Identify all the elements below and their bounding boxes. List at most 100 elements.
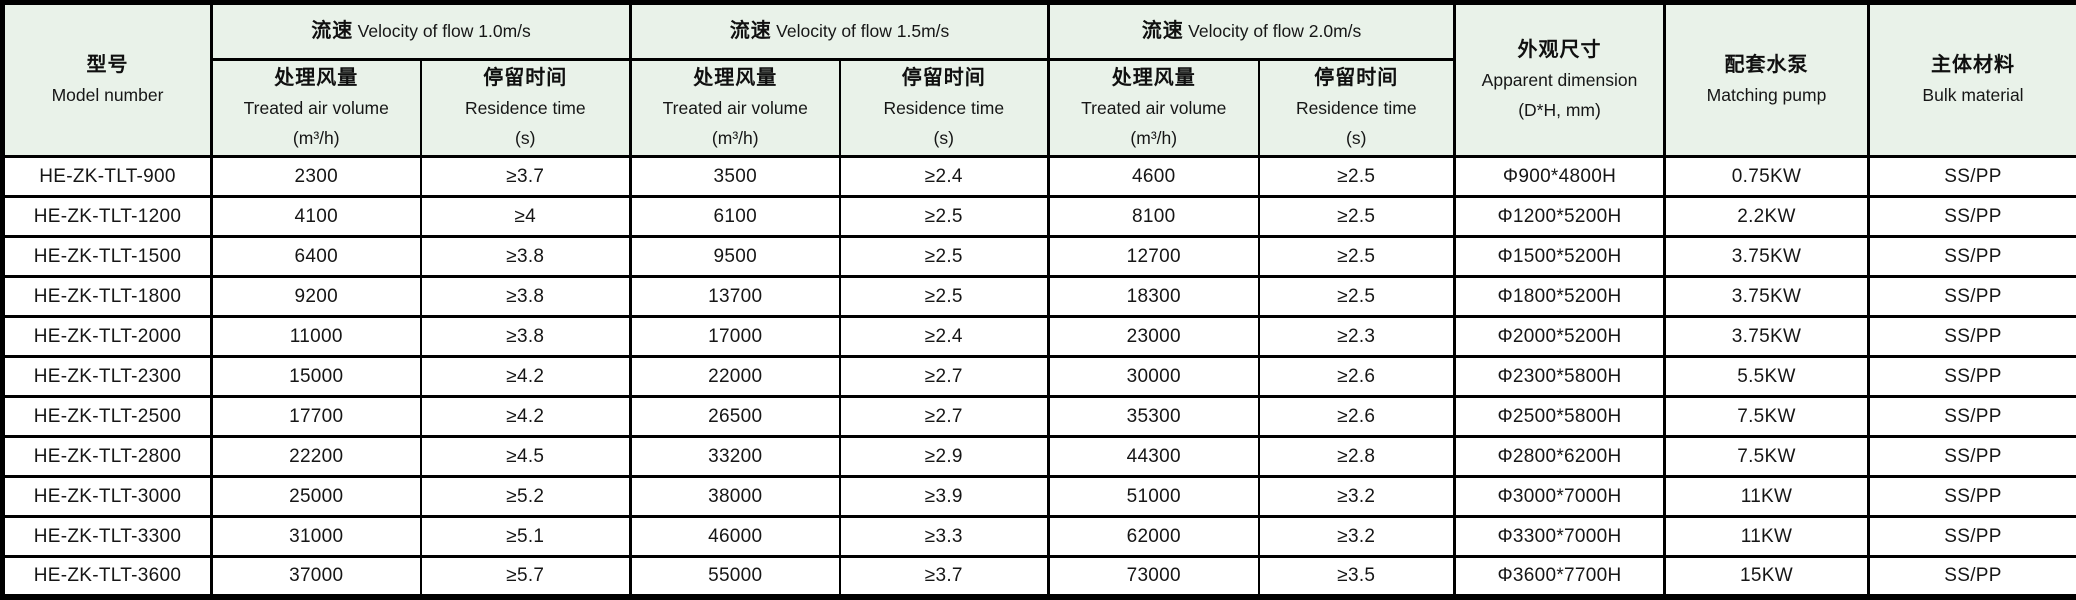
spec-table-body: HE-ZK-TLT-900 2300 ≥3.7 3500 ≥2.4 4600 ≥2.5 Φ90…	[1, 154, 2076, 599]
cell-v10-air: 11000	[210, 315, 422, 359]
header-velocity-2-0-en: Velocity of flow 2.0m/s	[1188, 21, 1362, 41]
cell-v15-air: 17000	[629, 315, 841, 359]
cell-model: HE-ZK-TLT-3000	[1, 475, 213, 519]
header-velocity-1-5-en: Velocity of flow 1.5m/s	[776, 21, 950, 41]
cell-dimension: Φ3300*7000H	[1453, 515, 1666, 559]
cell-model: HE-ZK-TLT-2000	[1, 315, 213, 359]
cell-dimension: Φ900*4800H	[1453, 154, 1666, 199]
cell-v20-time: ≥3.2	[1257, 475, 1456, 519]
header-air-volume-2-0: 处理风量 Treated air volume (m³/h)	[1047, 58, 1260, 158]
header-time-en: Residence time	[883, 98, 1005, 118]
header-air-en: Treated air volume	[1081, 98, 1227, 118]
cell-v10-air: 37000	[210, 555, 422, 599]
header-air-unit: (m³/h)	[292, 128, 340, 148]
cell-dimension: Φ1800*5200H	[1453, 275, 1666, 319]
cell-v20-air: 30000	[1047, 355, 1260, 399]
header-pump-zh: 配套水泵	[1724, 54, 1809, 76]
cell-v15-air: 33200	[629, 435, 841, 479]
cell-v15-time: ≥2.5	[838, 275, 1050, 319]
cell-v15-air: 6100	[629, 195, 841, 239]
cell-v20-air: 4600	[1047, 154, 1260, 199]
cell-pump: 2.2KW	[1663, 195, 1870, 239]
cell-pump: 7.5KW	[1663, 395, 1870, 439]
cell-pump: 11KW	[1663, 515, 1870, 559]
cell-model: HE-ZK-TLT-3600	[1, 555, 213, 599]
cell-v10-air: 9200	[210, 275, 422, 319]
header-material-en: Bulk material	[1922, 85, 2024, 105]
cell-v10-air: 25000	[210, 475, 422, 519]
cell-material: SS/PP	[1867, 235, 2076, 279]
header-model: 型号 Model number	[1, 1, 213, 158]
header-dimension-zh: 外观尺寸	[1517, 39, 1602, 61]
header-time-en: Residence time	[464, 98, 586, 118]
cell-pump: 3.75KW	[1663, 275, 1870, 319]
spec-row: HE-ZK-TLT-2500 17700 ≥4.2 26500 ≥2.7 35300 ≥2.…	[1, 395, 2076, 439]
cell-v15-air: 22000	[629, 355, 841, 399]
cell-v15-air: 46000	[629, 515, 841, 559]
cell-pump: 11KW	[1663, 475, 1870, 519]
cell-v15-time: ≥2.7	[838, 355, 1050, 399]
header-velocity-2-0-zh: 流速	[1141, 20, 1184, 42]
header-material-zh: 主体材料	[1931, 54, 2015, 76]
cell-dimension: Φ3000*7000H	[1453, 475, 1666, 519]
header-material: 主体材料 Bulk material	[1867, 1, 2076, 158]
cell-dimension: Φ2500*5800H	[1453, 395, 1666, 439]
header-air-en: Treated air volume	[243, 98, 389, 118]
cell-v20-air: 8100	[1047, 195, 1260, 239]
spec-row: HE-ZK-TLT-2000 11000 ≥3.8 17000 ≥2.4 23000 ≥2.…	[1, 315, 2076, 359]
header-dimension: 外观尺寸 Apparent dimension (D*H, mm)	[1453, 1, 1666, 158]
cell-pump: 3.75KW	[1663, 235, 1870, 279]
cell-material: SS/PP	[1867, 475, 2076, 519]
spec-row: HE-ZK-TLT-1500 6400 ≥3.8 9500 ≥2.5 12700 ≥2.5 Φ…	[1, 235, 2076, 279]
cell-v20-air: 35300	[1047, 395, 1260, 439]
spec-row: HE-ZK-TLT-2800 22200 ≥4.5 33200 ≥2.9 44300 ≥2.…	[1, 435, 2076, 479]
cell-v15-air: 3500	[629, 154, 841, 199]
cell-v15-time: ≥3.3	[838, 515, 1050, 559]
cell-v15-time: ≥2.9	[838, 435, 1050, 479]
cell-v10-time: ≥5.1	[419, 515, 632, 559]
header-time-unit: (s)	[933, 128, 954, 148]
spec-row: HE-ZK-TLT-900 2300 ≥3.7 3500 ≥2.4 4600 ≥2.5 Φ90…	[1, 154, 2076, 199]
cell-v20-time: ≥3.2	[1257, 515, 1456, 559]
cell-model: HE-ZK-TLT-3300	[1, 515, 213, 559]
header-velocity-1-0-en: Velocity of flow 1.0m/s	[357, 21, 531, 41]
cell-v15-air: 26500	[629, 395, 841, 439]
cell-material: SS/PP	[1867, 315, 2076, 359]
cell-v15-time: ≥2.5	[838, 195, 1050, 239]
cell-v10-time: ≥5.7	[419, 555, 632, 599]
cell-material: SS/PP	[1867, 154, 2076, 199]
header-dimension-unit: (D*H, mm)	[1518, 100, 1601, 120]
cell-v15-time: ≥2.4	[838, 154, 1050, 199]
header-residence-time-2-0: 停留时间 Residence time (s)	[1257, 58, 1456, 158]
cell-v10-air: 6400	[210, 235, 422, 279]
header-time-zh: 停留时间	[901, 67, 986, 89]
cell-v10-time: ≥3.8	[419, 275, 632, 319]
cell-v20-air: 23000	[1047, 315, 1260, 359]
cell-v20-time: ≥2.5	[1257, 275, 1456, 319]
cell-v20-air: 51000	[1047, 475, 1260, 519]
cell-v15-air: 55000	[629, 555, 841, 599]
cell-model: HE-ZK-TLT-2500	[1, 395, 213, 439]
cell-v10-time: ≥3.8	[419, 315, 632, 359]
cell-v20-time: ≥2.6	[1257, 355, 1456, 399]
header-model-zh: 型号	[86, 54, 129, 76]
cell-pump: 15KW	[1663, 555, 1870, 599]
cell-dimension: Φ2000*5200H	[1453, 315, 1666, 359]
cell-v20-time: ≥2.5	[1257, 195, 1456, 239]
header-time-unit: (s)	[515, 128, 536, 148]
header-velocity-1-5-zh: 流速	[729, 20, 772, 42]
header-velocity-1-0-zh: 流速	[311, 20, 354, 42]
cell-v15-time: ≥2.4	[838, 315, 1050, 359]
cell-pump: 5.5KW	[1663, 355, 1870, 399]
spec-row: HE-ZK-TLT-1800 9200 ≥3.8 13700 ≥2.5 18300 ≥2.5…	[1, 275, 2076, 319]
cell-v10-time: ≥4.2	[419, 395, 632, 439]
header-time-en: Residence time	[1295, 98, 1417, 118]
cell-v20-air: 18300	[1047, 275, 1260, 319]
spec-row: HE-ZK-TLT-1200 4100 ≥4 6100 ≥2.5 8100 ≥2.5 Φ120…	[1, 195, 2076, 239]
cell-v10-air: 31000	[210, 515, 422, 559]
header-time-zh: 停留时间	[483, 67, 568, 89]
cell-v15-air: 9500	[629, 235, 841, 279]
cell-v20-time: ≥3.5	[1257, 555, 1456, 599]
header-residence-time-1-0: 停留时间 Residence time (s)	[419, 58, 632, 158]
